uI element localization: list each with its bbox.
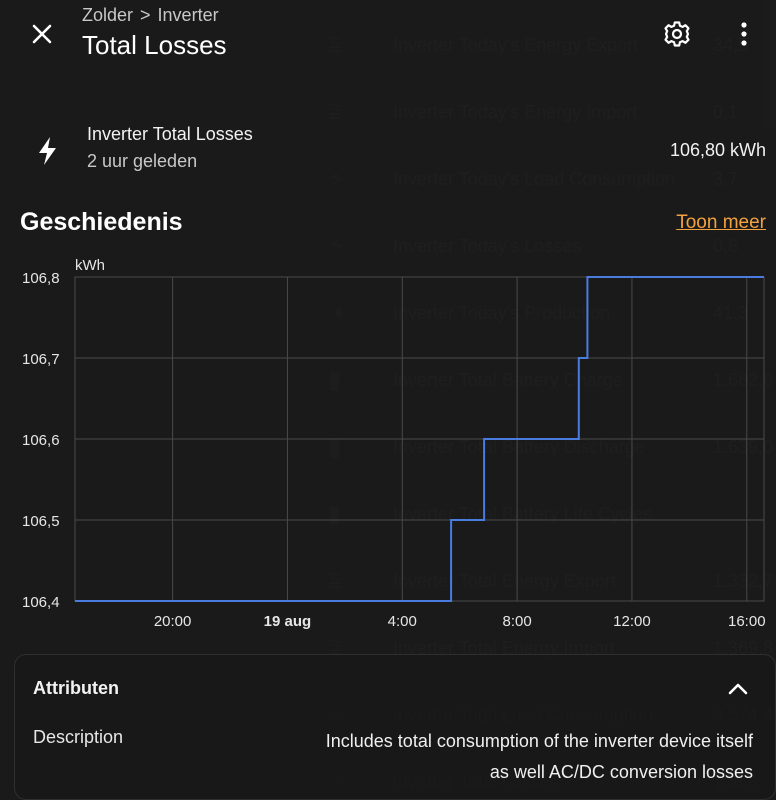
y-tick-label: 106,4: [22, 594, 60, 611]
attribute-key: Description: [33, 727, 124, 747]
gear-icon: [664, 21, 690, 47]
x-tick-label: 12:00: [613, 613, 651, 630]
attributes-card: Attributen Description Includes total co…: [14, 654, 776, 800]
entity-last-changed: 2 uur geleden: [87, 151, 198, 171]
breadcrumb-area[interactable]: Zolder: [82, 5, 134, 25]
y-axis-unit: kWh: [75, 257, 105, 274]
history-title: Geschiedenis: [20, 208, 183, 236]
x-tick-label: 19 aug: [264, 613, 312, 630]
y-tick-label: 106,6: [22, 432, 60, 449]
series-line: [75, 276, 764, 602]
y-tick-label: 106,8: [22, 270, 60, 287]
x-tick-label: 8:00: [503, 613, 532, 630]
x-tick-label: 4:00: [388, 613, 417, 630]
entity-name: Inverter Total Losses: [87, 124, 253, 144]
show-more-link[interactable]: Toon meer: [676, 212, 766, 233]
page-title: Total Losses: [82, 30, 227, 60]
attributes-title: Attributen: [33, 678, 119, 698]
attribute-value: Includes total consumption of the invert…: [325, 731, 753, 782]
collapse-button[interactable]: [723, 675, 753, 703]
breadcrumb-separator: >: [140, 5, 151, 25]
breadcrumb: Zolder > Inverter: [82, 5, 219, 26]
breadcrumb-device[interactable]: Inverter: [157, 5, 219, 25]
overflow-menu-button[interactable]: [724, 13, 764, 55]
settings-button[interactable]: [656, 13, 698, 55]
entity-state: 106,80 kWh: [669, 140, 766, 160]
y-tick-label: 106,5: [22, 513, 60, 530]
close-icon: [32, 24, 52, 44]
y-tick-label: 106,7: [22, 351, 60, 368]
flash-icon: [39, 137, 56, 165]
dots-vertical-icon: [741, 22, 747, 46]
x-tick-label: 20:00: [154, 613, 192, 630]
x-tick-label: 16:00: [728, 613, 766, 630]
history-chart[interactable]: 106,8 106,7 106,6 106,5 106,4 20:00 19 aug 4:00…: [0, 250, 776, 640]
close-button[interactable]: [22, 14, 62, 54]
chevron-up-icon: [728, 683, 748, 695]
